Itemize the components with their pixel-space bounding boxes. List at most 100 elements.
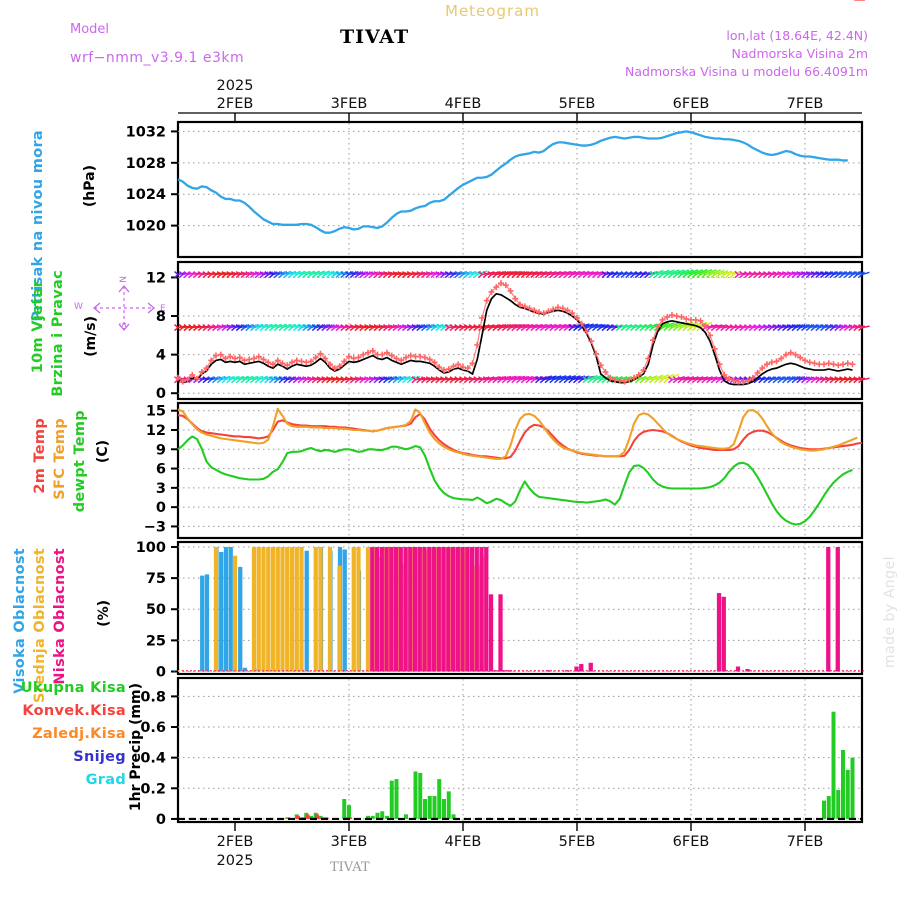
cloud-bar <box>256 546 261 672</box>
bottom-axis-tick-label: 4FEB <box>445 834 482 850</box>
temp-series <box>177 407 858 460</box>
bottom-axis-tick-label: 7FEB <box>787 834 824 850</box>
cloud-bar <box>579 664 584 672</box>
precip-bar <box>432 795 437 819</box>
axis-title-precip-hail: Grad <box>85 772 126 788</box>
model-elevation-text: Nadmorska Visina u modelu 66.4091m <box>625 64 868 79</box>
svg-text:0: 0 <box>156 386 166 402</box>
bottom-axis-tick-label: 6FEB <box>673 834 710 850</box>
station-elevation-text: Nadmorska Visina 2m <box>731 46 869 61</box>
cloud-bar <box>223 546 229 672</box>
cloud-bar <box>219 551 224 672</box>
precip-bar <box>394 779 399 819</box>
cloud-bar <box>545 670 551 672</box>
cloud-bar <box>289 546 295 672</box>
cloud-bar <box>374 546 380 672</box>
temp-series <box>177 412 863 460</box>
precip-bar <box>822 800 826 819</box>
top-axis-year-label: 2025 <box>217 78 254 94</box>
svg-text:6: 6 <box>156 462 166 478</box>
cloud-bar <box>285 546 290 672</box>
top-axis-tick-label: 4FEB <box>445 96 482 112</box>
svg-text:1024: 1024 <box>126 187 166 203</box>
precip-bar <box>451 814 456 819</box>
precip-bar <box>418 772 423 819</box>
cloud-bar <box>389 546 394 672</box>
cloud-bar <box>588 662 593 672</box>
svg-text:100: 100 <box>136 540 166 556</box>
axis-title-precip-conv: Konvek.Kisa <box>22 703 126 719</box>
wind-barb-layer <box>174 268 870 384</box>
cloud-bar <box>213 546 219 672</box>
svg-text:25: 25 <box>146 633 166 649</box>
cloud-bar <box>488 594 494 672</box>
precip-bar <box>446 791 451 819</box>
cloud-bar <box>275 546 280 672</box>
cloud-bar <box>384 546 389 672</box>
precip-bar <box>836 789 841 819</box>
precip-bar <box>347 805 351 819</box>
cloud-bar <box>299 546 304 672</box>
svg-text:1028: 1028 <box>126 156 166 172</box>
top-axis-tick-label: 2FEB <box>217 96 254 112</box>
meteogram-title: Meteogram <box>445 2 540 20</box>
precip-bar <box>366 815 370 819</box>
top-axis-tick-label: 5FEB <box>559 96 596 112</box>
precip-bar <box>375 812 380 819</box>
svg-text:12: 12 <box>146 423 166 439</box>
svg-text:−3: −3 <box>144 519 166 535</box>
wind-compass-rose: W E N S <box>74 276 170 334</box>
cloud-bar <box>498 594 503 672</box>
lon-lat-text: lon,lat (18.64E, 42.4N) <box>726 28 868 43</box>
precip-bar <box>389 780 394 819</box>
svg-text:0.4: 0.4 <box>140 751 166 767</box>
precip-bar <box>437 779 442 819</box>
cloud-bar <box>304 550 309 672</box>
cloud-bar <box>327 546 333 672</box>
precip-bar <box>841 750 845 819</box>
svg-text:8: 8 <box>156 309 166 325</box>
cloud-bar <box>436 546 441 672</box>
top-axis-tick-label: 6FEB <box>673 96 710 112</box>
cloud-bar <box>351 546 356 672</box>
precip-bar <box>314 814 319 819</box>
cloud-bar <box>493 670 498 672</box>
svg-text:1020: 1020 <box>126 219 166 235</box>
svg-text:0: 0 <box>156 500 166 516</box>
cloud-bar <box>826 546 831 672</box>
svg-text:0: 0 <box>156 812 166 828</box>
svg-text:15: 15 <box>146 404 166 420</box>
bottom-axis-tick-label: 3FEB <box>331 834 368 850</box>
model-name: wrf−nmm_v3.9.1 e3km <box>70 50 245 66</box>
cloud-bar <box>318 546 323 672</box>
axis-title-precip-snow: Snijeg <box>73 749 126 765</box>
svg-text:12: 12 <box>146 270 166 286</box>
cloud-bar <box>398 546 403 672</box>
cloud-bar <box>469 546 475 672</box>
svg-text:0.8: 0.8 <box>140 689 166 705</box>
station-title: TIVAT <box>340 26 410 48</box>
cloud-bar <box>251 546 257 672</box>
cloud-bar <box>455 546 460 672</box>
cloud-bar <box>337 565 342 672</box>
cloud-bar <box>412 546 418 672</box>
cloud-bar <box>232 555 238 672</box>
top-axis-tick-label: 3FEB <box>331 96 368 112</box>
bottom-axis-tick-label: 5FEB <box>559 834 596 850</box>
svg-text:4: 4 <box>156 348 166 364</box>
cloud-bar <box>507 670 513 672</box>
svg-text:1032: 1032 <box>126 124 166 140</box>
cloud-bar <box>465 546 470 672</box>
cloud-bar <box>474 546 479 672</box>
cloud-bar <box>342 549 347 672</box>
model-label: Model <box>70 22 110 37</box>
precip-bar <box>348 817 353 819</box>
compass-label-e: E <box>160 304 166 314</box>
precip-bar <box>342 799 347 819</box>
cloud-bar <box>735 666 741 672</box>
cloud-bar <box>280 546 285 672</box>
svg-text:75: 75 <box>146 571 166 587</box>
cloud-bar <box>446 546 451 672</box>
cloud-bar <box>379 546 384 672</box>
